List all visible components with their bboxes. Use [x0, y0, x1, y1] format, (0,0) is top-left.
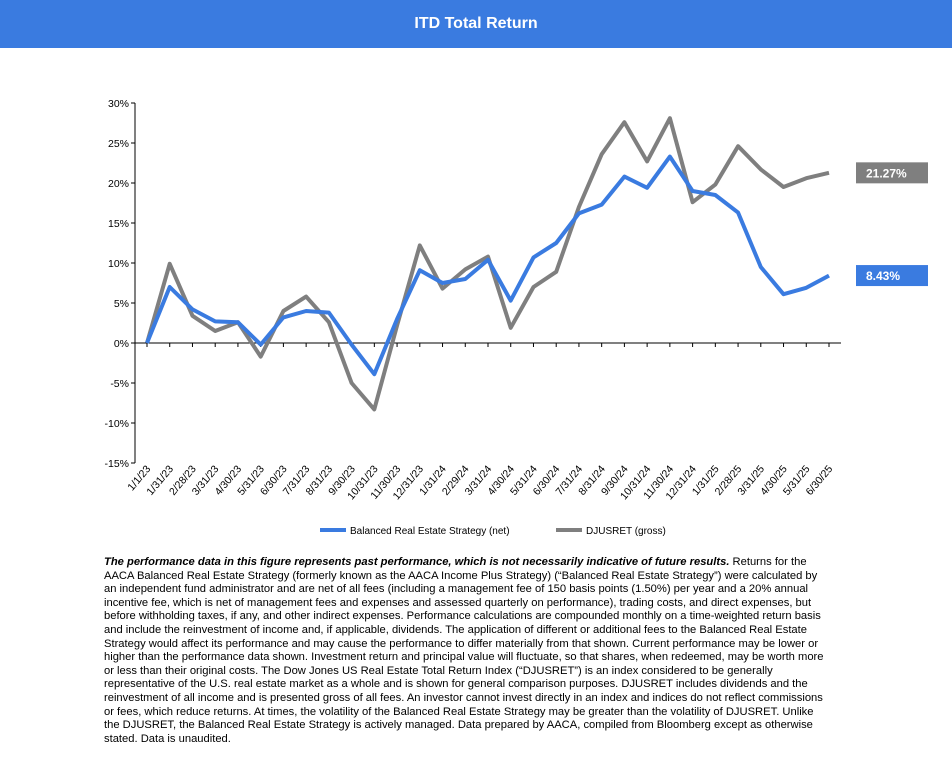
- y-tick-label: 0%: [114, 338, 129, 350]
- end-label-box: [856, 162, 928, 184]
- series-line-djusret: [145, 116, 830, 412]
- y-tick-label: -15%: [104, 458, 129, 470]
- x-axis: 1/1/231/31/232/28/233/31/234/30/235/31/2…: [125, 342, 841, 502]
- chart-title: ITD Total Return: [414, 15, 538, 32]
- series-lines: [145, 116, 830, 412]
- disclaimer-lead: The performance data in this figure repr…: [104, 556, 730, 568]
- chart-title-bar: ITD Total Return: [0, 0, 952, 48]
- end-labels: 8.43% 21.27%: [856, 162, 928, 287]
- y-tick-label: 20%: [108, 178, 129, 190]
- series-line-balanced: [145, 154, 830, 377]
- line-chart: -15% -10% -5% 0% 5% 10% 15% 20% 25% 30% 1/1/231/3…: [104, 98, 928, 537]
- legend: Balanced Real Estate Strategy (net) DJUSR…: [320, 526, 666, 537]
- y-tick-label: 10%: [108, 258, 129, 270]
- legend-label: Balanced Real Estate Strategy (net): [350, 526, 510, 537]
- disclaimer-body: Returns for the AACA Balanced Real Estat…: [104, 556, 824, 745]
- y-tick-label: 25%: [108, 138, 129, 150]
- legend-label: DJUSRET (gross): [586, 526, 666, 537]
- y-tick-label: 5%: [114, 298, 129, 310]
- disclaimer: The performance data in this figure repr…: [104, 556, 830, 746]
- y-axis: -15% -10% -5% 0% 5% 10% 15% 20% 25% 30%: [104, 98, 136, 470]
- end-label-text: 21.27%: [866, 166, 907, 180]
- y-tick-label: -10%: [104, 418, 129, 430]
- end-label-text: 8.43%: [866, 269, 900, 283]
- y-tick-label: 15%: [108, 218, 129, 230]
- end-label-box: [856, 265, 928, 287]
- y-tick-label: 30%: [108, 98, 129, 110]
- y-tick-label: -5%: [110, 378, 129, 390]
